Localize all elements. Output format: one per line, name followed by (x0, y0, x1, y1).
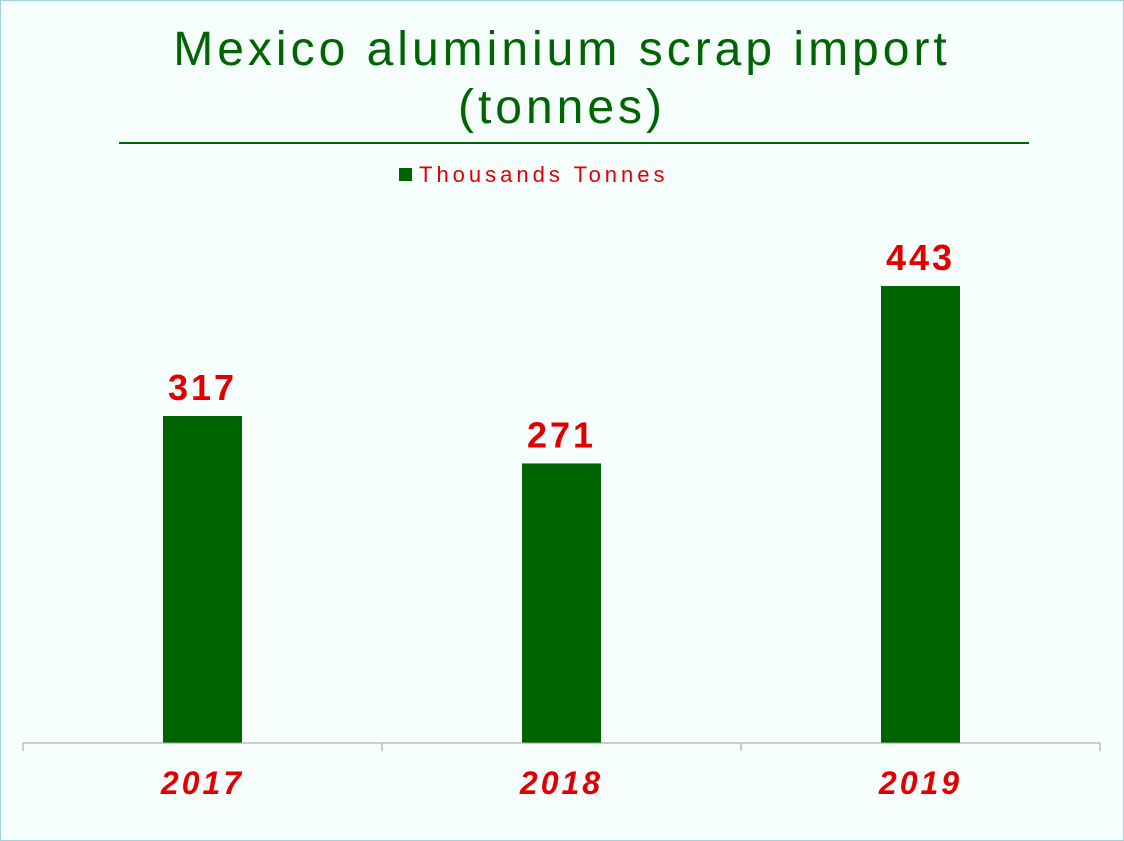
legend-swatch (399, 168, 412, 181)
x-tick-label-2019: 2019 (878, 765, 962, 801)
legend-label: Thousands Tonnes (419, 162, 669, 187)
x-axis-ticks (22, 743, 1101, 751)
bar-2019 (881, 286, 960, 743)
x-tick-label-2018: 2018 (519, 765, 603, 801)
chart-title-line-2: (tonnes) (458, 81, 666, 134)
x-tick-label-2017: 2017 (160, 765, 244, 801)
x-axis-tick-labels: 2017 2018 2019 (160, 765, 962, 801)
value-labels: 317 271 443 (168, 237, 955, 455)
data-label-2019: 443 (886, 237, 955, 278)
chart-title-line-1: Mexico aluminium scrap import (173, 23, 951, 76)
chart-title: Mexico aluminium scrap import (tonnes) (173, 23, 951, 134)
bar-2018 (522, 463, 601, 743)
legend: Thousands Tonnes (399, 162, 669, 187)
data-label-2017: 317 (168, 367, 237, 408)
x-axis: 2017 2018 2019 (22, 742, 1101, 801)
data-label-2018: 271 (527, 414, 596, 455)
bar-2017 (163, 416, 242, 743)
bars (163, 286, 960, 743)
